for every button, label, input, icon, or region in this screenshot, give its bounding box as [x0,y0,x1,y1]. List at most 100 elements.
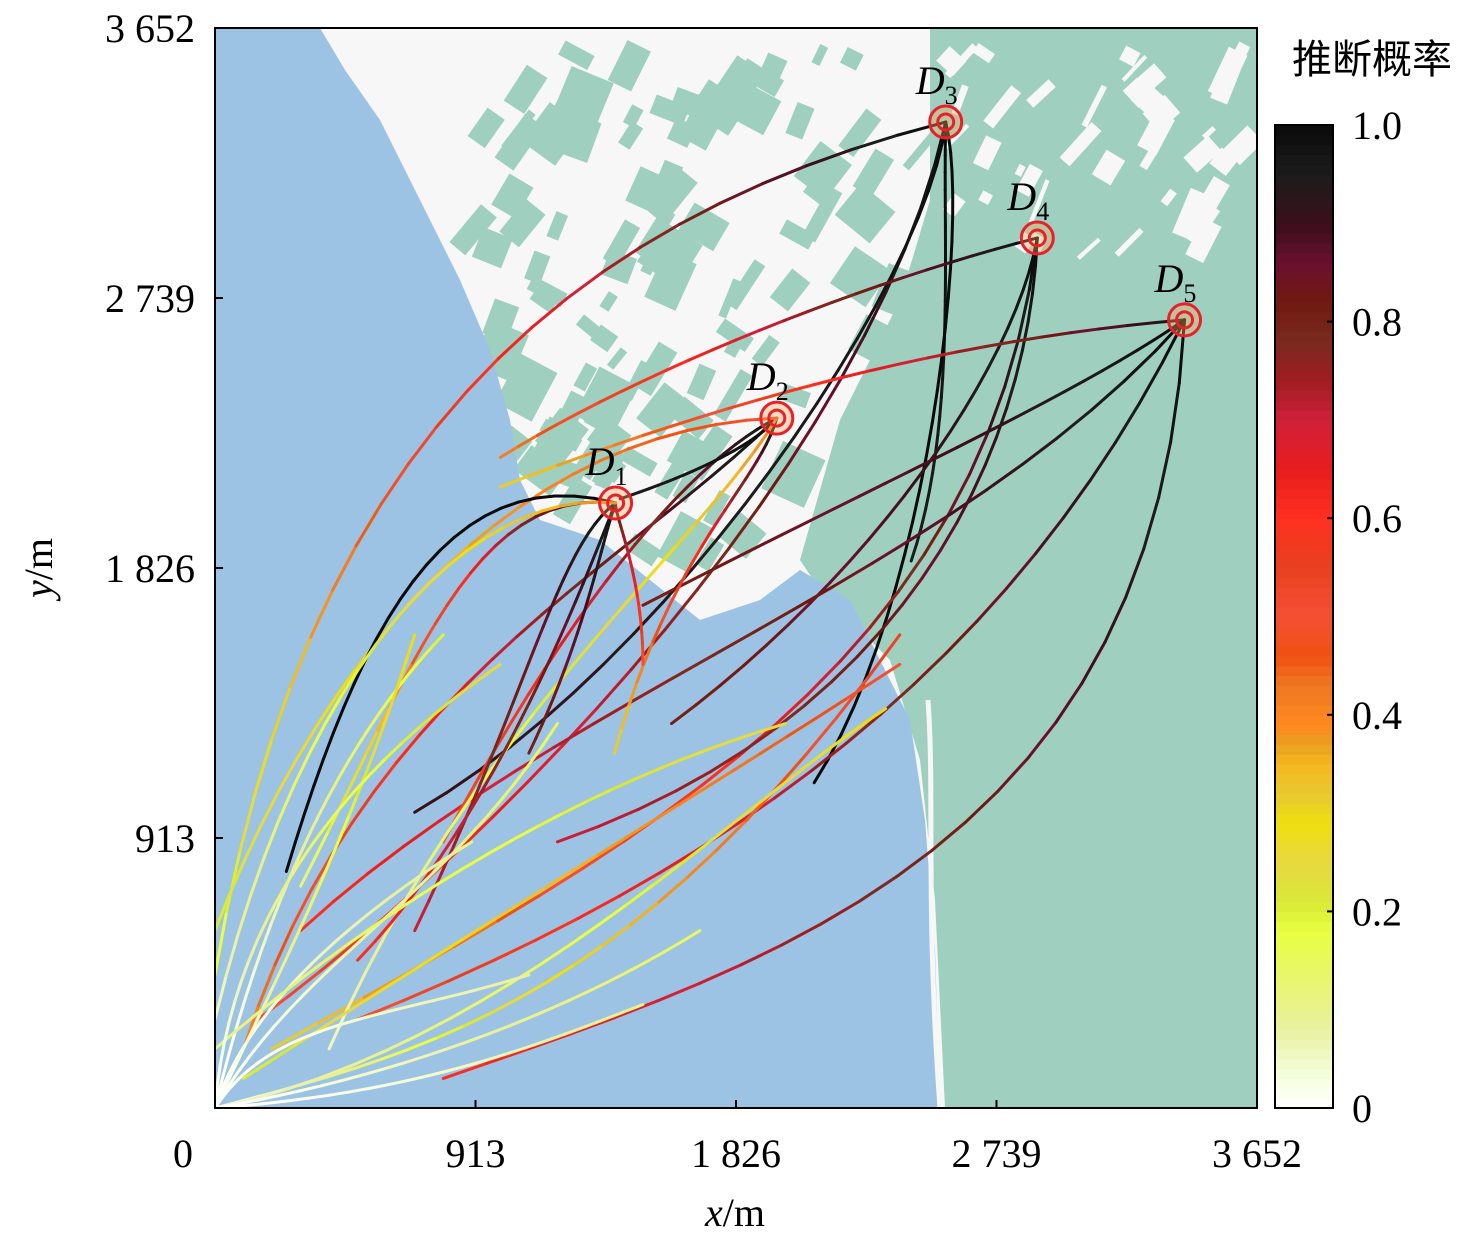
colorbar-band [1275,1088,1333,1099]
trajectory-segment [526,743,545,768]
colorbar-band [1275,1049,1333,1060]
trajectory-segment [358,925,377,943]
trajectory-segment [446,798,472,833]
trajectory-segment [270,1021,320,1051]
trajectory-segment [368,1082,391,1090]
trajectory-segment [336,759,350,781]
trajectory-segment [435,1024,466,1040]
trajectory-segment [364,932,388,973]
trajectory-segment [270,1040,302,1062]
trajectory-segment [435,936,466,957]
target-label: D2 [746,354,789,406]
trajectory-segment [1080,640,1107,686]
trajectory-segment [944,619,979,656]
land-patch [951,84,969,116]
trajectory-segment [307,888,319,910]
colorbar-band [1275,252,1333,264]
trajectory-segment [356,643,378,671]
vegetation-patch [695,536,725,572]
trajectory-segment [559,620,578,647]
trajectory-segment [938,521,959,552]
trajectory-segment [772,692,810,728]
trajectory-segment [527,680,541,705]
colorbar-band [1275,223,1333,234]
trajectory-segment [479,981,513,1003]
trajectory-segment [1152,328,1172,342]
trajectory-segment [242,1058,274,1080]
trajectory-segment [588,550,598,569]
trajectory-segment [557,668,566,685]
trajectory-segment [257,963,277,1008]
colorbar-band [1275,1078,1333,1089]
land-patch [1130,81,1165,116]
trajectory-segment [570,1015,617,1035]
trajectory-segment [1142,495,1161,551]
trajectory-segment [316,996,366,1025]
trajectory-segment [409,581,432,603]
vegetation-patch [546,211,569,241]
trajectory-segment [711,338,738,352]
trajectory-segment [806,300,834,313]
vegetation-patch [589,324,619,353]
y-tick-label: 2 739 [105,276,195,321]
target-inner-ring [767,408,787,428]
trajectory [215,722,559,1108]
colorbar-band [1275,636,1333,647]
colorbar-band [1275,1029,1333,1040]
trajectory-segment [425,829,450,866]
vegetation-patch [948,273,1001,320]
trajectory-segment [565,600,577,623]
target-marker-2: D2 [746,354,795,436]
trajectory-segment [299,900,335,933]
colorbar-band [1275,134,1333,146]
trajectory-segment [555,824,601,844]
trajectory-segment [303,784,316,816]
trajectory-segment [511,764,530,787]
trajectory-segment [517,980,549,1000]
trajectory-segment [716,502,747,540]
trajectory-segment [904,216,920,248]
trajectory-segment [1069,327,1101,335]
trajectory-segment [309,588,335,639]
colorbar-band [1275,763,1333,775]
trajectory-segment [620,702,631,730]
trajectory-segment [490,635,519,661]
trajectory-segment [466,657,494,685]
trajectory [242,662,902,1080]
vegetation-patch [573,362,598,392]
trajectory-segment [419,867,439,886]
trajectory-segment [360,906,377,921]
trajectory [498,236,1039,459]
trajectory-segment [560,799,589,815]
vegetation-patch [688,79,749,136]
trajectory-segment [331,706,346,735]
trajectory-segment [331,544,358,592]
trajectory-segment [786,420,817,466]
trajectory-segment [1042,390,1067,404]
trajectory-segment [663,587,699,632]
trajectory-segment [694,683,722,707]
trajectory-segment [839,334,866,381]
vegetation-patch [686,363,717,401]
trajectory-segment [986,385,1007,434]
trajectory-segment [700,532,712,548]
land-patch [1091,149,1126,186]
trajectory-segment [576,894,621,920]
trajectory-segment [253,737,274,796]
trajectory-segment [488,837,516,855]
colorbar-band [1275,547,1333,559]
trajectory-segment [670,415,702,428]
trajectory-segment [715,819,748,852]
trajectory-segment [220,1049,232,1081]
trajectory-segment [946,473,971,517]
vegetation-patch [471,227,513,269]
trajectory-segment [1027,253,1036,274]
trajectory-segment [727,398,759,410]
trajectory-segment [534,625,545,646]
trajectory-segment [338,1019,355,1027]
colorbar-band [1275,911,1333,922]
vegetation-patch [839,46,864,71]
trajectory-segment [224,1071,240,1092]
trajectory-segment [623,819,654,840]
vegetation-patch [491,173,534,219]
